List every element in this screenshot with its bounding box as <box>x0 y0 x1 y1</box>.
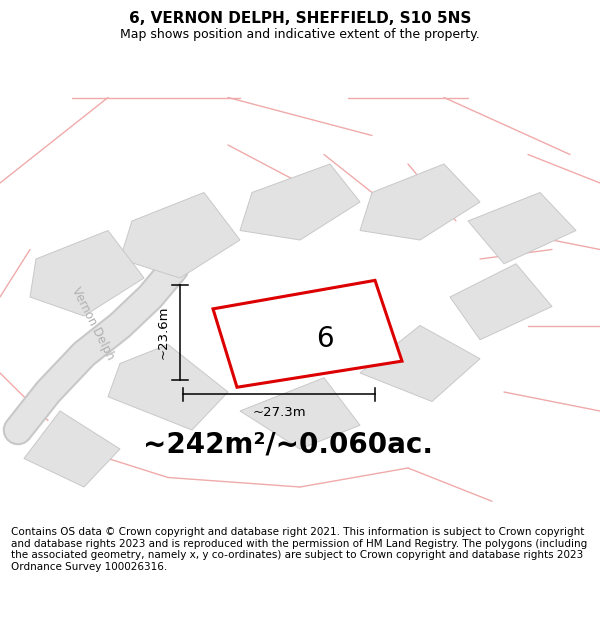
Polygon shape <box>24 411 120 487</box>
Polygon shape <box>108 344 228 430</box>
Text: Contains OS data © Crown copyright and database right 2021. This information is : Contains OS data © Crown copyright and d… <box>11 527 587 572</box>
Polygon shape <box>450 264 552 340</box>
Text: ~27.3m: ~27.3m <box>252 406 306 419</box>
Polygon shape <box>468 192 576 264</box>
Text: ~242m²/~0.060ac.: ~242m²/~0.060ac. <box>143 430 433 458</box>
Text: Vernon Delph: Vernon Delph <box>69 284 117 362</box>
Text: 6, VERNON DELPH, SHEFFIELD, S10 5NS: 6, VERNON DELPH, SHEFFIELD, S10 5NS <box>129 11 471 26</box>
Text: Map shows position and indicative extent of the property.: Map shows position and indicative extent… <box>120 28 480 41</box>
Polygon shape <box>360 326 480 401</box>
Polygon shape <box>360 164 480 240</box>
Polygon shape <box>213 281 402 388</box>
Text: 6: 6 <box>316 325 334 353</box>
Polygon shape <box>30 231 144 316</box>
Polygon shape <box>240 378 360 449</box>
Text: ~23.6m: ~23.6m <box>156 306 169 359</box>
Polygon shape <box>240 164 360 240</box>
Polygon shape <box>120 192 240 278</box>
